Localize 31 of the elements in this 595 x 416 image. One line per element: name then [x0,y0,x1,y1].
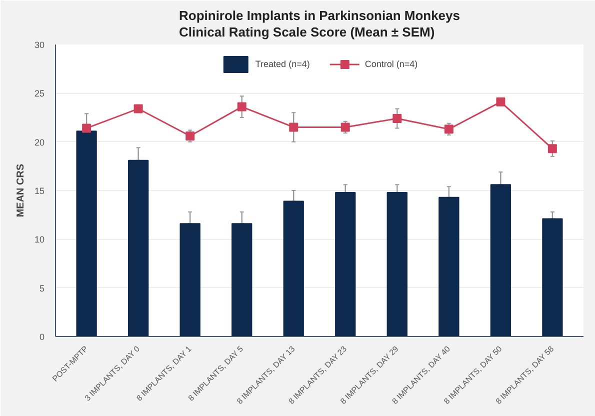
point [340,122,350,132]
y-tick-label: 20 [34,137,45,148]
point [496,97,506,106]
bar [232,223,252,336]
y-tick-label: 5 [39,283,45,294]
point [548,144,557,154]
legend-label: Control (n=4) [364,59,418,69]
point [82,124,92,133]
y-tick-label: 0 [39,332,45,342]
y-tick-label: 30 [34,40,45,50]
y-axis-title: MEAN CRS [15,164,26,218]
bar [283,200,304,336]
bar [542,218,563,336]
point [289,122,298,132]
bar [128,160,149,336]
bar [76,130,97,336]
y-tick-label: 25 [34,88,45,99]
point [444,124,454,134]
legend-label: Treated (n=4) [255,59,310,69]
y-tick-label: 10 [34,234,45,245]
bar [438,196,460,336]
point [186,131,195,140]
point [237,102,246,112]
chart-title: Ropinirole Implants in Parkinsonian Monkeys Clinical Rating Scale Score (Mean ± SEM) [179,8,460,40]
bar [180,223,200,336]
y-tick-label: 15 [34,186,45,196]
point [134,104,143,114]
bar [335,192,356,336]
point [392,114,402,123]
bar [386,192,408,336]
bar [490,184,512,336]
